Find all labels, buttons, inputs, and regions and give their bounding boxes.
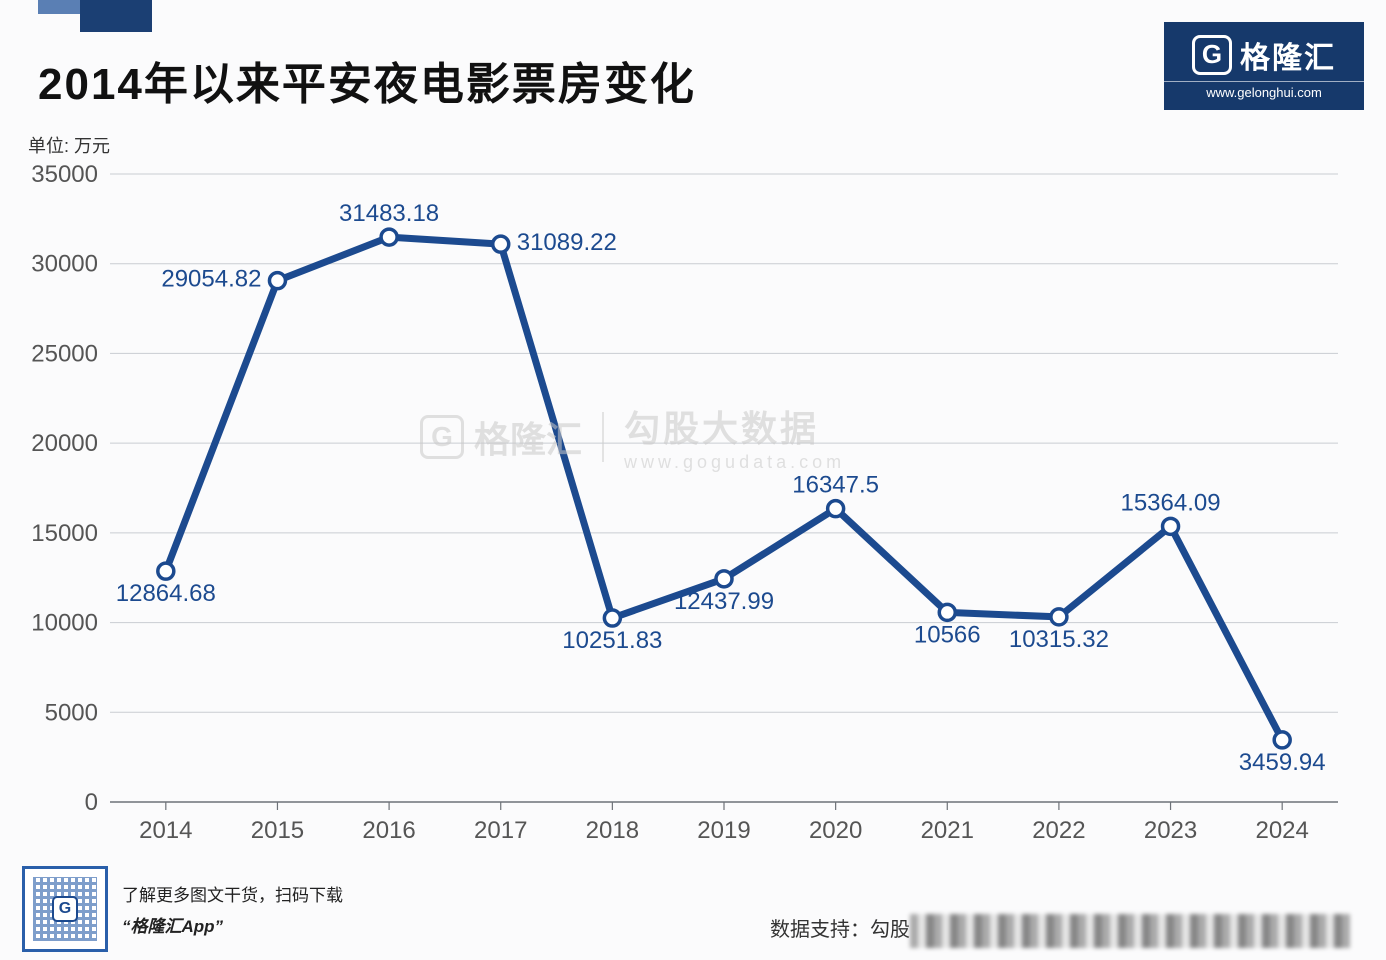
svg-text:35000: 35000 [31, 161, 98, 188]
brand-logo-mark-icon: G [1192, 35, 1232, 75]
svg-text:15000: 15000 [31, 520, 98, 547]
brand-logo-text: 格隆汇 [1240, 33, 1336, 77]
svg-text:2015: 2015 [251, 817, 304, 844]
svg-text:2017: 2017 [474, 817, 527, 844]
line-chart-svg: 0 5000 10000 15000 20000 25000 30000 35000 2014 2… [28, 152, 1358, 852]
qr-code-logo-icon: G [52, 896, 78, 922]
svg-text:2016: 2016 [362, 817, 415, 844]
page-title: 2014年以来平安夜电影票房变化 [38, 48, 696, 112]
svg-text:2020: 2020 [809, 817, 862, 844]
watermark-url: www.gogudata.com [624, 452, 845, 473]
watermark: G 格隆汇 勾股大数据 www.gogudata.com [420, 400, 845, 473]
watermark-logo-icon: G [420, 415, 464, 459]
line-chart: 0 5000 10000 15000 20000 25000 30000 35000 2014 2… [28, 152, 1358, 852]
svg-text:3459.94: 3459.94 [1239, 749, 1326, 776]
svg-text:10251.83: 10251.83 [562, 627, 662, 654]
footer-line-1: 了解更多图文干货，扫码下载 [122, 881, 343, 906]
brand-logo-badge: G 格隆汇 www.gelonghui.com [1164, 22, 1364, 110]
footer-line-2: “格隆汇App” [122, 912, 343, 937]
svg-text:31089.22: 31089.22 [517, 229, 617, 256]
footer: G 了解更多图文干货，扫码下载 “格隆汇App” [22, 866, 343, 952]
svg-text:29054.82: 29054.82 [161, 266, 261, 293]
data-support-label: 数据支持：勾股 [770, 913, 910, 942]
svg-text:2021: 2021 [921, 817, 974, 844]
svg-text:0: 0 [85, 789, 98, 816]
svg-text:2023: 2023 [1144, 817, 1197, 844]
header-accent-mid [38, 0, 80, 14]
svg-text:2018: 2018 [586, 817, 639, 844]
svg-text:5000: 5000 [45, 699, 98, 726]
header-accent-dark [80, 0, 152, 32]
brand-logo-url: www.gelonghui.com [1164, 81, 1364, 100]
svg-text:12437.99: 12437.99 [674, 588, 774, 615]
svg-text:25000: 25000 [31, 340, 98, 367]
watermark-subtitle: 勾股大数据 [624, 400, 845, 452]
qr-code-icon: G [22, 866, 108, 952]
svg-text:2022: 2022 [1032, 817, 1085, 844]
svg-text:10000: 10000 [31, 610, 98, 637]
watermark-divider [602, 412, 604, 462]
svg-text:12864.68: 12864.68 [116, 580, 216, 607]
svg-text:2024: 2024 [1255, 817, 1308, 844]
svg-text:31483.18: 31483.18 [339, 200, 439, 227]
svg-text:10566: 10566 [914, 621, 981, 648]
watermark-brand: 格隆汇 [474, 411, 582, 463]
svg-text:10315.32: 10315.32 [1009, 626, 1109, 653]
svg-text:20000: 20000 [31, 430, 98, 457]
svg-text:2014: 2014 [139, 817, 192, 844]
svg-text:30000: 30000 [31, 251, 98, 278]
svg-text:15364.09: 15364.09 [1120, 489, 1220, 516]
svg-text:16347.5: 16347.5 [792, 472, 879, 499]
svg-text:2019: 2019 [697, 817, 750, 844]
blurred-attribution [910, 914, 1350, 948]
